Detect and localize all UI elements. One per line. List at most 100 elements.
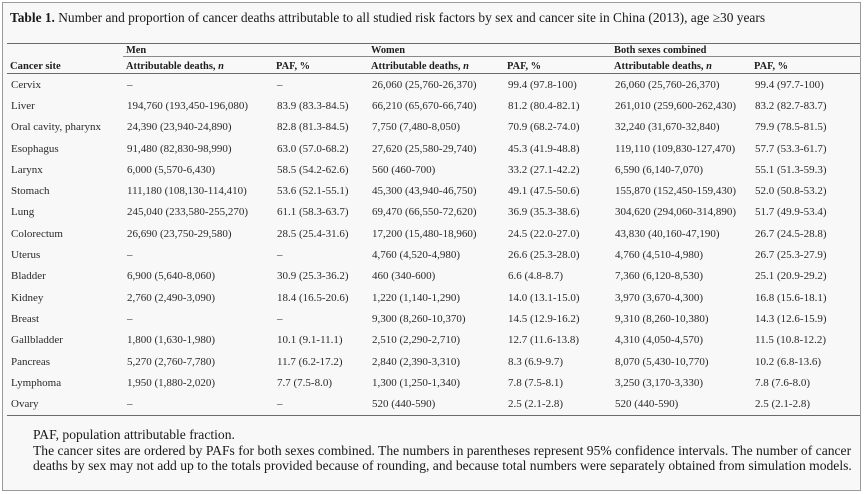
cell-women-paf: 12.7 (11.6-13.8) xyxy=(508,334,580,347)
cell-men-deaths: – xyxy=(123,393,273,416)
group-header-men: Men xyxy=(123,43,369,57)
cell-both-paf: 83.2 (82.7-83.7) xyxy=(755,99,827,112)
table-row: Larynx 6,000 (5,570-6,430) 58.5 (54.2-62.6… xyxy=(7,159,860,180)
cell-women-paf: 24.5 (22.0-27.0) xyxy=(508,227,580,240)
cell-women-paf: 6.6 (4.8-8.7) xyxy=(508,270,564,283)
table-footnotes: PAF, population attributable fraction. T… xyxy=(33,427,853,474)
cell-women-paf: 70.9 (68.2-74.0) xyxy=(508,121,580,134)
cell-women-deaths: 560 (460-700) xyxy=(372,163,436,176)
cell-site: Ovary xyxy=(7,393,123,416)
table-title: Number and proportion of cancer deaths a… xyxy=(54,10,766,25)
cell-both-paf: 11.5 (10.8-12.2) xyxy=(755,334,827,347)
cell-men-paf: 83.9 (83.3-84.5) xyxy=(277,99,349,112)
cell-men-deaths: 91,480 (82,830-98,990) xyxy=(127,142,232,155)
cell-both-paf: 16.8 (15.6-18.1) xyxy=(755,291,827,304)
cell-men-deaths: 5,270 (2,760-7,780) xyxy=(127,355,215,368)
column-header-n: n xyxy=(706,61,712,72)
cell-men-deaths: 1,950 (1,880-2,020) xyxy=(127,376,215,389)
table-row: Cervix – – 26,060 (25,760-26,370) 99.4 (97.8… xyxy=(7,74,860,96)
cell-women-paf: 81.2 (80.4-82.1) xyxy=(508,99,580,112)
cell-women-deaths: 27,620 (25,580-29,740) xyxy=(372,142,477,155)
table-row: Kidney 2,760 (2,490-3,090) 18.4 (16.5-20.6… xyxy=(7,287,860,308)
cell-women-paf: 14.5 (12.9-16.2) xyxy=(508,312,580,325)
cell-site: Lung xyxy=(11,206,35,219)
cell-men-paf: 61.1 (58.3-63.7) xyxy=(277,206,349,219)
table-row: Colorectum 26,690 (23,750-29,580) 28.5 (25… xyxy=(7,223,860,244)
group-header-both: Both sexes combined xyxy=(611,43,861,57)
cell-men-paf: 18.4 (16.5-20.6) xyxy=(277,291,349,304)
group-header-women: Women xyxy=(368,43,612,57)
group-header-empty xyxy=(7,43,123,57)
footnote-ordering: The cancer sites are ordered by PAFs for… xyxy=(33,442,852,474)
column-header-label: Attributable deaths, xyxy=(614,61,707,72)
cell-site: Esophagus xyxy=(11,142,59,155)
cell-women-paf: 2.5 (2.1-2.8) xyxy=(504,393,612,416)
cell-men-paf: – xyxy=(277,249,283,262)
cell-women-deaths: 17,200 (15,480-18,960) xyxy=(372,227,477,240)
cell-both-paf: 51.7 (49.9-53.4) xyxy=(755,206,827,219)
column-header-women-paf: PAF, % xyxy=(504,56,612,74)
cell-men-deaths: 111,180 (108,130-114,410) xyxy=(127,185,247,198)
cell-women-paf: 99.4 (97.8-100) xyxy=(508,78,577,91)
cell-women-paf: 7.8 (7.5-8.1) xyxy=(508,376,564,389)
cell-both-deaths: 8,070 (5,430-10,770) xyxy=(615,355,709,368)
cell-women-paf: 33.2 (27.1-42.2) xyxy=(508,163,580,176)
table-row: Breast – – 9,300 (8,260-10,370) 14.5 (12.9-1… xyxy=(7,308,860,329)
table-row: Esophagus 91,480 (82,830-98,990) 63.0 (57.… xyxy=(7,138,860,159)
cell-men-paf: 63.0 (57.0-68.2) xyxy=(277,142,349,155)
cell-site: Pancreas xyxy=(11,355,51,368)
table-row: Ovary – –520 (440-590) 2.5 (2.1-2.8) 520 (44… xyxy=(7,393,861,416)
cell-men-paf: 82.8 (81.3-84.5) xyxy=(277,121,349,134)
cell-women-deaths: 1,220 (1,140-1,290) xyxy=(372,291,461,304)
cell-site: Cervix xyxy=(11,78,41,91)
table-caption: Table 1. Number and proportion of cancer… xyxy=(10,10,810,25)
column-header-row: Cancer site Attributable deaths, n PAF, … xyxy=(7,56,861,74)
cell-both-deaths: 26,060 (25,760-26,370) xyxy=(615,78,720,91)
cell-both-paf: 2.5 (2.1-2.8) xyxy=(751,393,861,416)
cell-women-deaths: 2,840 (2,390-3,310) xyxy=(372,355,461,368)
cell-women-deaths: 9,300 (8,260-10,370) xyxy=(372,312,466,325)
cell-women-deaths: 1,300 (1,250-1,340) xyxy=(372,376,461,389)
cell-site: Breast xyxy=(11,312,40,325)
cell-men-paf: 10.1 (9.1-11.1) xyxy=(277,334,343,347)
cell-both-deaths: 6,590 (6,140-7,070) xyxy=(615,163,704,176)
cell-both-deaths: 9,310 (8,260-10,380) xyxy=(615,312,709,325)
cell-men-deaths: – xyxy=(127,249,133,262)
table-row: Pancreas 5,270 (2,760-7,780) 11.7 (6.2-17.… xyxy=(7,351,860,372)
cell-both-paf: 26.7 (24.5-28.8) xyxy=(755,227,827,240)
cell-both-paf: 57.7 (53.3-61.7) xyxy=(755,142,827,155)
cell-men-deaths: 26,690 (23,750-29,580) xyxy=(127,227,232,240)
cell-men-deaths: 2,760 (2,490-3,090) xyxy=(127,291,215,304)
footnote-abbreviation: PAF, population attributable fraction. xyxy=(33,427,235,442)
cell-both-paf: 52.0 (50.8-53.2) xyxy=(755,185,827,198)
cell-site: Oral cavity, pharynx xyxy=(11,121,102,134)
cell-men-deaths: 6,900 (5,640-8,060) xyxy=(127,270,215,283)
cell-both-deaths: 4,310 (4,050-4,570) xyxy=(615,334,704,347)
table-row: Gallbladder 1,800 (1,630-1,980) 10.1 (9.1-… xyxy=(7,330,860,351)
cell-women-deaths: 460 (340-600) xyxy=(372,270,436,283)
cell-both-paf: 99.4 (97.7-100) xyxy=(755,78,824,91)
column-header-site: Cancer site xyxy=(7,56,123,74)
cell-both-paf: 7.8 (7.6-8.0) xyxy=(755,376,811,389)
table-row: Oral cavity, pharynx 24,390 (23,940-24,89… xyxy=(7,117,860,138)
column-header-n: n xyxy=(218,61,224,72)
cell-women-deaths: 2,510 (2,290-2,710) xyxy=(372,334,461,347)
cell-both-deaths: 261,010 (259,600-262,430) xyxy=(615,99,737,112)
table-row: Uterus – – 4,760 (4,520-4,980) 26.6 (25.3-28… xyxy=(7,244,860,265)
cell-both-deaths: 155,870 (152,450-159,430) xyxy=(615,185,737,198)
cell-both-deaths: 43,830 (40,160-47,190) xyxy=(615,227,720,240)
column-header-men-deaths: Attributable deaths, n xyxy=(123,56,273,74)
cell-men-paf: 30.9 (25.3-36.2) xyxy=(277,270,349,283)
column-header-both-paf: PAF, % xyxy=(751,56,861,74)
table-row: Stomach 111,180 (108,130-114,410) 53.6 (52… xyxy=(7,180,860,201)
cell-women-deaths: 26,060 (25,760-26,370) xyxy=(372,78,477,91)
cell-both-paf: 79.9 (78.5-81.5) xyxy=(755,121,827,134)
table-row: Lymphoma 1,950 (1,880-2,020) 7.7 (7.5-8.0)… xyxy=(7,372,860,393)
cell-men-deaths: – xyxy=(127,312,133,325)
cell-site: Larynx xyxy=(11,163,43,176)
cell-women-deaths: 520 (440-590) xyxy=(368,393,505,416)
cell-men-deaths: 1,800 (1,630-1,980) xyxy=(127,334,215,347)
cell-women-paf: 36.9 (35.3-38.6) xyxy=(508,206,580,219)
cell-men-deaths: – xyxy=(127,78,133,91)
